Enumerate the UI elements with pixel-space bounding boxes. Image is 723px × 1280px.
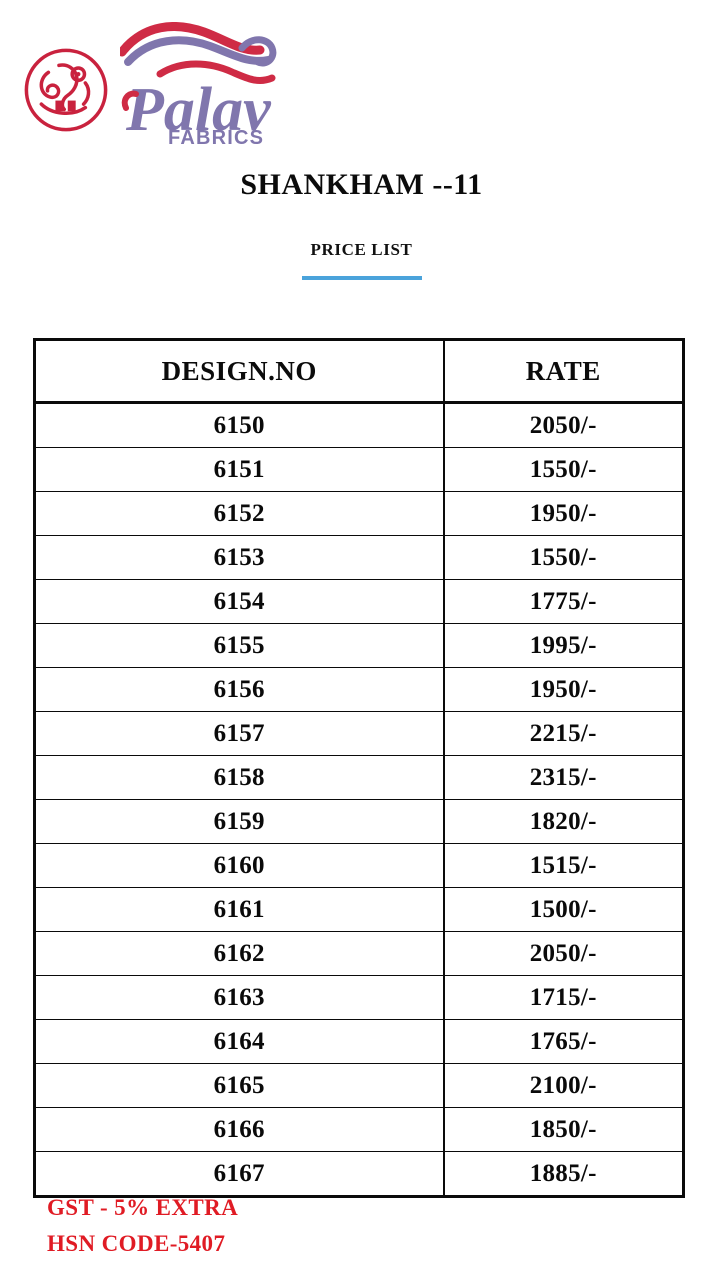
brand-header: Palav FABRICS bbox=[0, 8, 723, 158]
table-body: 6150 2050/- 6151 1550/- 6152 1950/- 6153… bbox=[34, 402, 684, 1197]
table-row: 6155 1995/- bbox=[34, 623, 684, 668]
cell-rate: 2100/- bbox=[443, 1063, 684, 1108]
table-row: 6165 2100/- bbox=[34, 1063, 684, 1108]
table-row: 6153 1550/- bbox=[34, 535, 684, 580]
palav-script-wordmark-icon: Palav bbox=[120, 22, 277, 144]
table-row: 6164 1765/- bbox=[34, 1019, 684, 1064]
cell-rate: 1950/- bbox=[443, 491, 684, 536]
table-header-row: DESIGN.NO RATE bbox=[34, 339, 684, 404]
table-row: 6159 1820/- bbox=[34, 799, 684, 844]
table-row: 6162 2050/- bbox=[34, 931, 684, 976]
cell-design-no: 6156 bbox=[34, 667, 445, 712]
cell-rate: 1820/- bbox=[443, 799, 684, 844]
cell-rate: 1550/- bbox=[443, 447, 684, 492]
table-row: 6166 1850/- bbox=[34, 1107, 684, 1152]
cell-rate: 1765/- bbox=[443, 1019, 684, 1064]
table-row: 6158 2315/- bbox=[34, 755, 684, 800]
cell-design-no: 6163 bbox=[34, 975, 445, 1020]
column-header-design-no: DESIGN.NO bbox=[34, 339, 445, 404]
footer-notes: GST - 5% EXTRA HSN CODE-5407 bbox=[47, 1190, 547, 1262]
palav-circular-emblem-icon bbox=[24, 48, 108, 132]
cell-rate: 2050/- bbox=[443, 402, 684, 448]
cell-design-no: 6167 bbox=[34, 1151, 445, 1197]
cell-rate: 1775/- bbox=[443, 579, 684, 624]
cell-design-no: 6165 bbox=[34, 1063, 445, 1108]
subtitle-underline-bar bbox=[301, 276, 422, 280]
brand-subtext: FABRICS bbox=[168, 127, 265, 149]
cell-design-no: 6164 bbox=[34, 1019, 445, 1064]
subtitle-container: PRICE LIST bbox=[0, 240, 723, 264]
cell-design-no: 6166 bbox=[34, 1107, 445, 1152]
table-row: 6150 2050/- bbox=[34, 402, 684, 448]
cell-design-no: 6160 bbox=[34, 843, 445, 888]
cell-design-no: 6151 bbox=[34, 447, 445, 492]
cell-rate: 1950/- bbox=[443, 667, 684, 712]
table-row: 6151 1550/- bbox=[34, 447, 684, 492]
table-row: 6167 1885/- bbox=[34, 1151, 684, 1197]
cell-rate: 1550/- bbox=[443, 535, 684, 580]
cell-rate: 2050/- bbox=[443, 931, 684, 976]
cell-design-no: 6153 bbox=[34, 535, 445, 580]
table-row: 6154 1775/- bbox=[34, 579, 684, 624]
column-header-rate: RATE bbox=[443, 339, 684, 404]
cell-design-no: 6150 bbox=[34, 402, 445, 448]
cell-design-no: 6157 bbox=[34, 711, 445, 756]
table-row: 6161 1500/- bbox=[34, 887, 684, 932]
cell-rate: 2215/- bbox=[443, 711, 684, 756]
price-list-table: DESIGN.NO RATE 6150 2050/- 6151 1550/- 6… bbox=[33, 338, 685, 1198]
cell-design-no: 6162 bbox=[34, 931, 445, 976]
table-row: 6160 1515/- bbox=[34, 843, 684, 888]
table-row: 6152 1950/- bbox=[34, 491, 684, 536]
gst-note: GST - 5% EXTRA bbox=[47, 1195, 239, 1220]
cell-rate: 1515/- bbox=[443, 843, 684, 888]
cell-design-no: 6154 bbox=[34, 579, 445, 624]
cell-rate: 1715/- bbox=[443, 975, 684, 1020]
cell-rate: 1850/- bbox=[443, 1107, 684, 1152]
page-title: SHANKHAM --11 bbox=[240, 168, 483, 201]
hsn-code-note: HSN CODE-5407 bbox=[47, 1231, 226, 1256]
cell-design-no: 6152 bbox=[34, 491, 445, 536]
cell-design-no: 6161 bbox=[34, 887, 445, 932]
cell-rate: 2315/- bbox=[443, 755, 684, 800]
page-subtitle: PRICE LIST bbox=[310, 240, 413, 259]
table-row: 6156 1950/- bbox=[34, 667, 684, 712]
cell-design-no: 6159 bbox=[34, 799, 445, 844]
cell-design-no: 6155 bbox=[34, 623, 445, 668]
subtitle-underline bbox=[0, 267, 723, 285]
cell-design-no: 6158 bbox=[34, 755, 445, 800]
svg-text:Palav: Palav bbox=[125, 76, 272, 144]
cell-rate: 1885/- bbox=[529, 1159, 597, 1187]
cell-rate: 1500/- bbox=[443, 887, 684, 932]
table-row: 6157 2215/- bbox=[34, 711, 684, 756]
cell-rate: 1995/- bbox=[443, 623, 684, 668]
table-row: 6163 1715/- bbox=[34, 975, 684, 1020]
